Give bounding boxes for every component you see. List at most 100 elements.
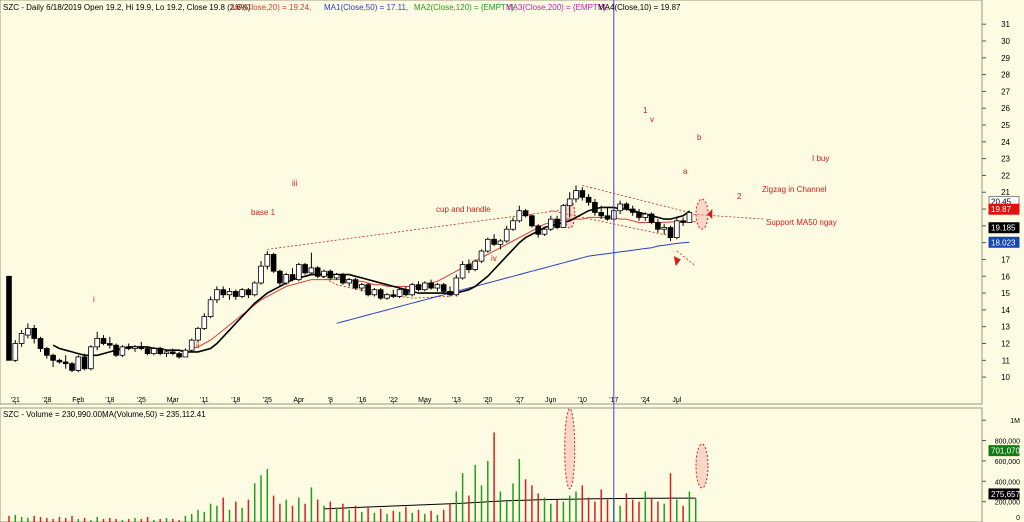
price-tick-label: 21 bbox=[1001, 188, 1010, 197]
candle-body bbox=[37, 338, 44, 349]
candle-body bbox=[62, 361, 69, 365]
candle bbox=[283, 272, 289, 285]
candle bbox=[484, 237, 491, 253]
ma50-legend: MA1(Close,50) = 17.11, bbox=[324, 3, 408, 12]
candle-body bbox=[548, 218, 554, 230]
volume-tick-label: 0 bbox=[1016, 515, 1020, 522]
candle-body bbox=[88, 346, 94, 370]
candle-body bbox=[81, 356, 88, 370]
candle bbox=[396, 288, 403, 299]
candle bbox=[352, 277, 359, 290]
candle bbox=[163, 350, 170, 357]
candle-body bbox=[75, 356, 82, 371]
candle-body bbox=[163, 351, 170, 354]
candle bbox=[188, 338, 195, 352]
candle bbox=[592, 198, 598, 216]
candle-body bbox=[151, 348, 157, 354]
candle-body bbox=[686, 212, 693, 223]
candle-body bbox=[207, 299, 214, 318]
candle bbox=[151, 346, 157, 356]
date-tick-label: Mar bbox=[167, 397, 180, 404]
candle-body bbox=[365, 284, 371, 296]
candle-body bbox=[554, 218, 560, 228]
candle bbox=[201, 313, 208, 331]
price-badge-high-label: 20.45 bbox=[991, 197, 1012, 206]
ma20-legend: MA(Close,20) = 19.24, bbox=[231, 3, 311, 12]
candle bbox=[680, 217, 686, 226]
candle-body bbox=[340, 274, 346, 284]
volume-badge-ma-label: 275,657 bbox=[991, 490, 1020, 499]
candle-body bbox=[18, 333, 25, 344]
candle-body bbox=[132, 346, 138, 349]
candle-body bbox=[56, 359, 63, 363]
price-tick-label: 30 bbox=[1001, 37, 1010, 46]
candle-body bbox=[195, 327, 201, 341]
date-tick-label: '18 bbox=[105, 397, 114, 404]
ma10-legend: MA4(Close,10) = 19.87 bbox=[598, 3, 681, 12]
candle-body bbox=[497, 240, 504, 245]
price-tick-label: 10 bbox=[1001, 373, 1010, 382]
date-tick-label: '21 bbox=[11, 397, 20, 404]
candle-body bbox=[100, 338, 107, 344]
price-panel-frame bbox=[0, 0, 983, 405]
candle bbox=[384, 293, 390, 300]
candle-body bbox=[510, 220, 516, 230]
candle bbox=[667, 225, 674, 241]
candle bbox=[18, 330, 25, 347]
candle bbox=[144, 346, 151, 356]
price-tick-label: 23 bbox=[1001, 155, 1010, 164]
candle bbox=[94, 331, 101, 351]
candle-body bbox=[503, 228, 510, 242]
candle bbox=[232, 289, 239, 300]
ma10-line bbox=[52, 206, 690, 357]
candle bbox=[321, 269, 327, 278]
annotation-b: b bbox=[697, 133, 702, 142]
candle bbox=[50, 353, 56, 368]
candle bbox=[239, 288, 245, 299]
candle bbox=[629, 205, 636, 216]
candle-body bbox=[661, 227, 667, 230]
candle-body bbox=[12, 343, 19, 361]
candle-body bbox=[333, 274, 340, 279]
candle bbox=[195, 326, 201, 342]
annotation-base1: base 1 bbox=[251, 208, 276, 217]
candle-body bbox=[25, 327, 31, 336]
candle bbox=[453, 274, 460, 297]
candle-body bbox=[232, 290, 239, 297]
price-badge-ma20-label: 19.185 bbox=[991, 224, 1016, 233]
candle bbox=[214, 286, 220, 304]
candle bbox=[535, 224, 541, 238]
candle bbox=[390, 289, 397, 299]
candle bbox=[302, 262, 308, 275]
candle bbox=[428, 279, 434, 290]
candle bbox=[554, 215, 560, 230]
candle bbox=[566, 192, 573, 218]
candle-body bbox=[566, 198, 573, 207]
candle-body bbox=[617, 203, 623, 212]
date-tick-label: '24 bbox=[641, 397, 650, 404]
candle bbox=[44, 346, 50, 359]
volume-tick-label: 600,000 bbox=[995, 459, 1020, 466]
candle bbox=[333, 272, 340, 280]
candle-body bbox=[522, 210, 529, 217]
candle bbox=[37, 336, 44, 352]
candle bbox=[686, 210, 693, 223]
candle bbox=[440, 282, 447, 294]
ma120-legend: MA2(Close,120) = {EMPTY}, bbox=[414, 3, 516, 12]
candle-body bbox=[6, 275, 12, 361]
candle bbox=[510, 217, 516, 231]
candle bbox=[113, 343, 119, 357]
candle-body bbox=[113, 344, 119, 356]
candle-body bbox=[560, 205, 567, 228]
candle-body bbox=[44, 348, 50, 356]
candle bbox=[277, 269, 283, 287]
candle bbox=[434, 282, 441, 292]
candle bbox=[655, 219, 661, 233]
candle bbox=[585, 193, 592, 206]
candle-body bbox=[220, 289, 227, 296]
candle bbox=[604, 207, 611, 221]
candle bbox=[220, 286, 227, 299]
candle bbox=[56, 358, 63, 364]
